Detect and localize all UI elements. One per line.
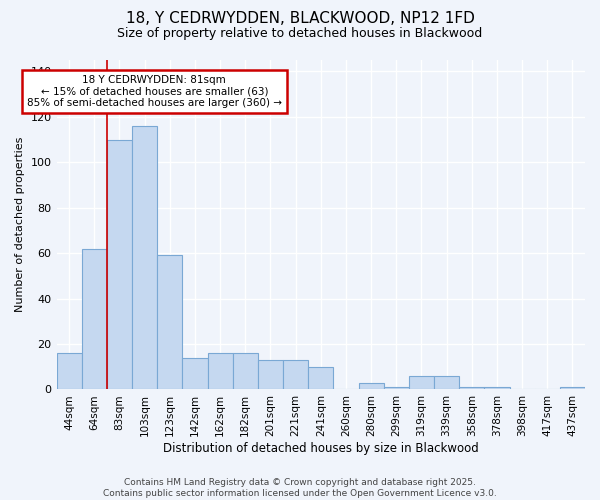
X-axis label: Distribution of detached houses by size in Blackwood: Distribution of detached houses by size … [163,442,479,455]
Bar [132,126,157,390]
Bar [233,353,258,390]
Text: Contains HM Land Registry data © Crown copyright and database right 2025.
Contai: Contains HM Land Registry data © Crown c… [103,478,497,498]
Bar [208,353,233,390]
Text: 18, Y CEDRWYDDEN, BLACKWOOD, NP12 1FD: 18, Y CEDRWYDDEN, BLACKWOOD, NP12 1FD [125,11,475,26]
Bar [484,387,509,390]
Bar [359,382,383,390]
Bar [459,387,484,390]
Bar [383,387,409,390]
Bar [434,376,459,390]
Bar [182,358,208,390]
Y-axis label: Number of detached properties: Number of detached properties [15,137,25,312]
Bar [409,376,434,390]
Bar [82,248,107,390]
Bar [157,256,182,390]
Text: 18 Y CEDRWYDDEN: 81sqm
← 15% of detached houses are smaller (63)
85% of semi-det: 18 Y CEDRWYDDEN: 81sqm ← 15% of detached… [27,75,282,108]
Bar [258,360,283,390]
Bar [56,353,82,390]
Bar [308,366,334,390]
Bar [107,140,132,390]
Bar [560,387,585,390]
Bar [283,360,308,390]
Text: Size of property relative to detached houses in Blackwood: Size of property relative to detached ho… [118,28,482,40]
